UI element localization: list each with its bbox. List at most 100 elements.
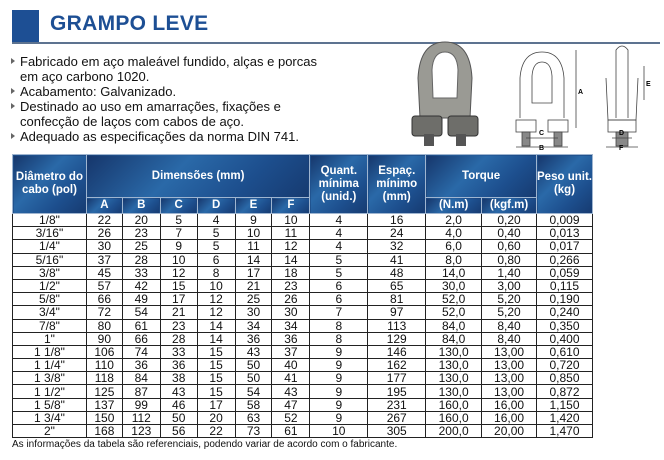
table-cell: 25	[234, 292, 273, 307]
table-cell: 15	[159, 278, 198, 294]
header-c: C	[159, 197, 198, 214]
header-torque-kgfm: (kgf.m)	[481, 197, 537, 214]
table-cell: 9	[159, 239, 198, 254]
table-cell: 84,0	[425, 331, 483, 346]
table-cell: 106	[85, 344, 123, 360]
table-cell: 13,00	[481, 371, 537, 386]
table-cell: 30	[271, 305, 311, 320]
diagram-label-f: F	[619, 145, 624, 150]
table-cell: 5/16"	[12, 252, 87, 267]
table-cell: 9	[234, 212, 273, 228]
table-cell: 52	[271, 410, 311, 426]
table-cell: 21	[234, 278, 273, 294]
table-cell: 23	[121, 226, 161, 241]
table-cell: 18	[271, 265, 311, 280]
table-cell: 47	[271, 397, 311, 412]
table-cell: 146	[367, 344, 427, 360]
table-cell: 24	[367, 226, 427, 241]
diagram-label-d: D	[619, 130, 624, 137]
table-cell: 1,40	[481, 265, 537, 280]
feature-item: Fabricado em aço maleável fundido, alças…	[10, 54, 330, 84]
table-cell: 123	[121, 423, 161, 439]
table-cell: 4	[196, 212, 236, 228]
table-cell: 8,0	[425, 252, 483, 267]
table-row: 1 3/8" 118 84 38 15 50 41 9 177 130,0 13,00 0,850	[12, 371, 593, 386]
table-cell: 80	[85, 318, 123, 333]
header-torque: Torque	[425, 154, 537, 198]
table-cell: 1 1/8"	[12, 344, 87, 360]
table-cell: 81	[367, 292, 427, 307]
table-cell: 34	[234, 318, 273, 333]
table-cell: 125	[85, 384, 123, 399]
table-cell: 61	[121, 318, 161, 333]
table-cell: 5	[309, 252, 369, 267]
table-cell: 22	[85, 212, 123, 228]
table-cell: 9	[309, 397, 369, 412]
header-e: E	[234, 197, 273, 214]
table-cell: 130,0	[425, 371, 483, 386]
table-cell: 10	[159, 252, 198, 267]
header-f: F	[271, 197, 311, 214]
diagram-label-b: B	[539, 145, 544, 150]
table-cell: 0,017	[536, 239, 593, 254]
table-cell: 13,00	[481, 358, 537, 373]
table-cell: 54	[121, 305, 161, 320]
table-cell: 0,850	[536, 371, 593, 386]
table-cell: 32	[367, 239, 427, 254]
table-cell: 23	[271, 278, 311, 294]
table-cell: 0,190	[536, 292, 593, 307]
table-cell: 8	[196, 265, 236, 280]
table-cell: 11	[271, 226, 311, 241]
table-cell: 195	[367, 384, 427, 399]
table-cell: 112	[121, 410, 161, 426]
table-cell: 13,00	[481, 344, 537, 360]
table-cell: 25	[121, 239, 161, 254]
table-cell: 5	[159, 212, 198, 228]
table-cell: 1 5/8"	[12, 397, 87, 412]
table-cell: 7	[159, 226, 198, 241]
table-cell: 34	[271, 318, 311, 333]
table-cell: 16	[367, 212, 427, 228]
table-cell: 1 1/4"	[12, 358, 87, 373]
table-cell: 0,610	[536, 344, 593, 360]
table-cell: 37	[271, 344, 311, 360]
table-cell: 137	[85, 397, 123, 412]
table-cell: 6,0	[425, 239, 483, 254]
table-cell: 14	[196, 331, 236, 346]
table-cell: 20	[196, 410, 236, 426]
table-row: 1" 90 66 28 14 36 36 8 129 84,0 8,40 0,400	[12, 331, 593, 346]
table-cell: 0,009	[536, 212, 593, 228]
table-row: 1/8" 22 20 5 4 9 10 4 16 2,0 0,20 0,009	[12, 212, 593, 228]
table-row: 1/2" 57 42 15 10 21 23 6 65 30,0 3,00 0,115	[12, 278, 593, 294]
table-cell: 3,00	[481, 278, 537, 294]
table-cell: 0,720	[536, 358, 593, 373]
table-cell: 17	[196, 397, 236, 412]
table-cell: 8	[309, 331, 369, 346]
table-cell: 72	[85, 305, 123, 320]
table-cell: 37	[85, 252, 123, 267]
table-cell: 0,013	[536, 226, 593, 241]
table-cell: 17	[234, 265, 273, 280]
header-dimensions: Dimensões (mm)	[85, 154, 311, 198]
table-cell: 0,350	[536, 318, 593, 333]
table-cell: 28	[121, 252, 161, 267]
table-cell: 0,872	[536, 384, 593, 399]
table-cell: 1/8"	[12, 212, 87, 228]
table-cell: 36	[234, 331, 273, 346]
clamp-photo	[411, 41, 479, 146]
table-cell: 8,40	[481, 331, 537, 346]
product-images: A C B E D F	[411, 41, 651, 150]
table-cell: 6	[196, 252, 236, 267]
diagram-label-e: E	[646, 81, 651, 88]
header-min-quantity: Quant. mínima (unid.)	[309, 154, 369, 214]
table-cell: 15	[196, 358, 236, 373]
header-min-spacing: Espaç. mínimo (mm)	[367, 154, 427, 214]
table-cell: 50	[234, 358, 273, 373]
table-cell: 33	[121, 265, 161, 280]
table-cell: 73	[234, 423, 273, 439]
table-row: 3/8" 45 33 12 8 17 18 5 48 14,0 1,40 0,059	[12, 265, 593, 280]
table-cell: 22	[196, 423, 236, 439]
table-cell: 12	[159, 265, 198, 280]
table-row: 5/16" 37 28 10 6 14 14 5 41 8,0 0,80 0,266	[12, 252, 593, 267]
table-row: 3/4" 72 54 21 12 30 30 7 97 52,0 5,20 0,240	[12, 305, 593, 320]
